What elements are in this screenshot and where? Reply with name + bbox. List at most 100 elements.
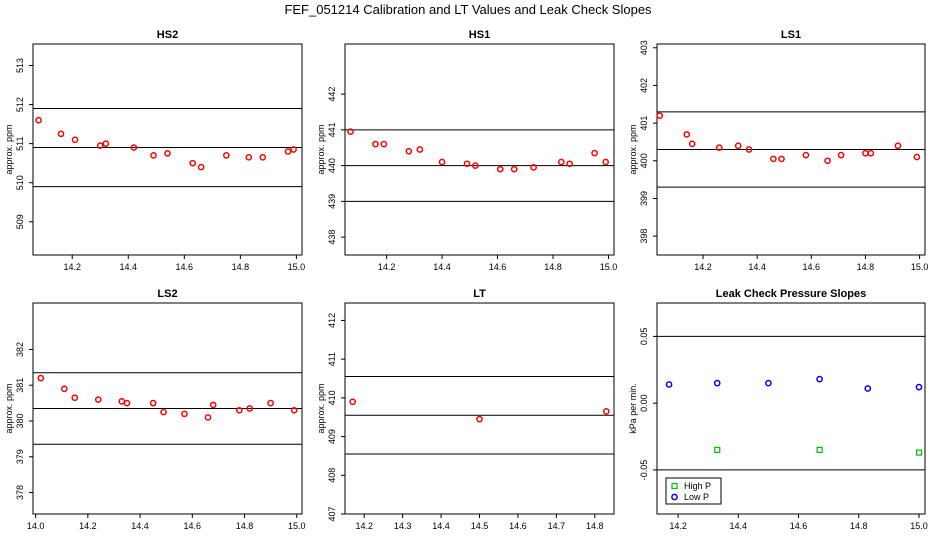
data-point-series (734, 142, 742, 150)
y-tick-label: 409 (327, 429, 337, 444)
y-tick-label: 398 (639, 229, 649, 244)
data-point-high-p (915, 449, 923, 456)
data-point-series (683, 131, 691, 138)
data-point-series (602, 158, 610, 166)
y-axis-label: approx. ppm (4, 124, 14, 174)
data-point-series (60, 385, 68, 393)
panel-hs2: HS2 14.2 14.4 14.6 14.8 15.0 509 510 511 512 513 ap… (4, 29, 305, 272)
data-point-series (118, 397, 126, 405)
plot-frame (32, 43, 303, 256)
panel-lt: LT 14.2 14.3 14.4 14.5 14.6 14.7 14.8 407 408 409 4… (316, 288, 615, 531)
data-point-series (824, 157, 831, 165)
data-point-series (802, 151, 810, 159)
x-tick-label: 14.3 (394, 521, 412, 531)
x-tick-label: 15.0 (288, 262, 306, 272)
x-tick-label: 14.0 (27, 521, 45, 531)
data-point-series (416, 146, 424, 153)
data-point-series (349, 398, 357, 406)
data-point-series (656, 112, 664, 119)
y-tick-label: 442 (327, 87, 337, 102)
data-point-low-p (765, 379, 772, 387)
data-point-series (557, 158, 565, 166)
data-point-series (197, 163, 205, 171)
data-point-low-p (665, 381, 673, 388)
x-tick-label: 14.6 (509, 521, 527, 531)
data-point-series (35, 116, 42, 124)
data-point-series (867, 149, 875, 157)
data-point-series (150, 152, 157, 159)
y-tick-label: 402 (639, 78, 649, 93)
data-point-high-p (714, 446, 721, 453)
data-point-series (688, 140, 696, 148)
panel-ls1: LS1 14.2 14.4 14.6 14.8 15.0 398 399 400 401 402 40… (628, 29, 928, 272)
y-tick-label: 378 (15, 485, 25, 500)
data-point-series (130, 144, 138, 151)
panel-title: LS2 (157, 288, 177, 300)
data-point-series (476, 415, 483, 423)
x-tick-label: 15.0 (911, 262, 929, 272)
x-tick-label: 14.8 (232, 262, 250, 272)
x-tick-label: 14.7 (548, 521, 566, 531)
x-tick-label: 14.4 (120, 262, 138, 272)
y-tick-label: 509 (15, 214, 25, 229)
x-tick-label: 14.5 (471, 521, 489, 531)
plot-frame (656, 302, 926, 515)
data-point-series (510, 165, 518, 173)
x-tick-label: 14.2 (79, 521, 97, 531)
data-point-series (189, 159, 197, 167)
y-axis-label: approx. ppm (316, 383, 326, 433)
x-tick-label: 14.2 (694, 262, 712, 272)
data-point-series (259, 153, 267, 161)
data-point-low-p (915, 383, 923, 391)
x-tick-label: 14.2 (63, 262, 81, 272)
data-point-series (745, 146, 753, 153)
data-point-series (463, 160, 471, 168)
data-point-series (149, 399, 157, 407)
data-point-series (405, 147, 413, 155)
x-tick-label: 14.4 (131, 521, 149, 531)
y-tick-label: 438 (327, 230, 337, 245)
y-tick-label: 0.05 (639, 328, 649, 346)
data-point-series (71, 136, 79, 144)
data-point-low-p (713, 379, 721, 387)
y-tick-label: 379 (15, 449, 25, 464)
data-point-series (862, 149, 869, 157)
data-point-series (123, 399, 131, 407)
data-point-series (246, 405, 254, 412)
data-point-series (913, 153, 921, 161)
legend-marker-low-p (671, 493, 678, 501)
data-point-series (209, 401, 217, 409)
x-tick-label: 15.0 (600, 262, 618, 272)
data-point-series (267, 399, 275, 407)
x-tick-label: 14.2 (355, 521, 373, 531)
data-point-series (160, 408, 167, 416)
data-point-series (102, 140, 110, 147)
y-tick-label: 440 (327, 158, 337, 173)
data-point-series (290, 146, 297, 153)
panel-leak-check-pressure-slopes: Leak Check Pressure Slopes 14.2 14.4 14.6 14… (628, 288, 928, 531)
data-point-series (778, 155, 785, 163)
data-point-series (602, 408, 610, 415)
data-point-series (290, 406, 298, 414)
panel-hs1: HS1 14.2 14.4 14.6 14.8 15.0 438 439 440 441 442 ap… (316, 29, 617, 272)
data-point-series (94, 396, 102, 403)
legend-label: High P (684, 481, 711, 491)
x-tick-label: 14.6 (790, 521, 808, 531)
data-point-series (591, 149, 598, 157)
y-axis-label: approx. ppm (628, 124, 638, 174)
y-tick-label: 412 (327, 313, 337, 328)
x-tick-label: 14.4 (748, 262, 766, 272)
data-point-series (284, 148, 292, 155)
y-tick-label: 401 (639, 116, 649, 131)
data-point-series (71, 394, 79, 402)
legend-label: Low P (684, 492, 709, 502)
plot-frame (344, 302, 615, 515)
x-tick-label: 14.8 (857, 262, 875, 272)
data-point-series (471, 162, 479, 169)
y-tick-label: 411 (327, 352, 337, 366)
data-point-series (770, 155, 777, 163)
data-point-series (894, 142, 902, 150)
y-tick-label: 510 (15, 175, 25, 190)
